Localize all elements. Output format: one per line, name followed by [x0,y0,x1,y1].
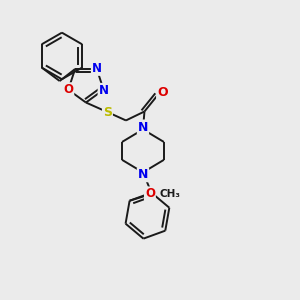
Text: N: N [138,121,148,134]
Text: N: N [98,84,109,97]
Text: O: O [145,188,155,200]
Text: N: N [138,168,148,181]
Text: N: N [92,62,102,75]
Text: CH₃: CH₃ [160,189,181,199]
Text: O: O [63,83,73,96]
Text: S: S [103,106,112,118]
Text: O: O [157,86,168,99]
